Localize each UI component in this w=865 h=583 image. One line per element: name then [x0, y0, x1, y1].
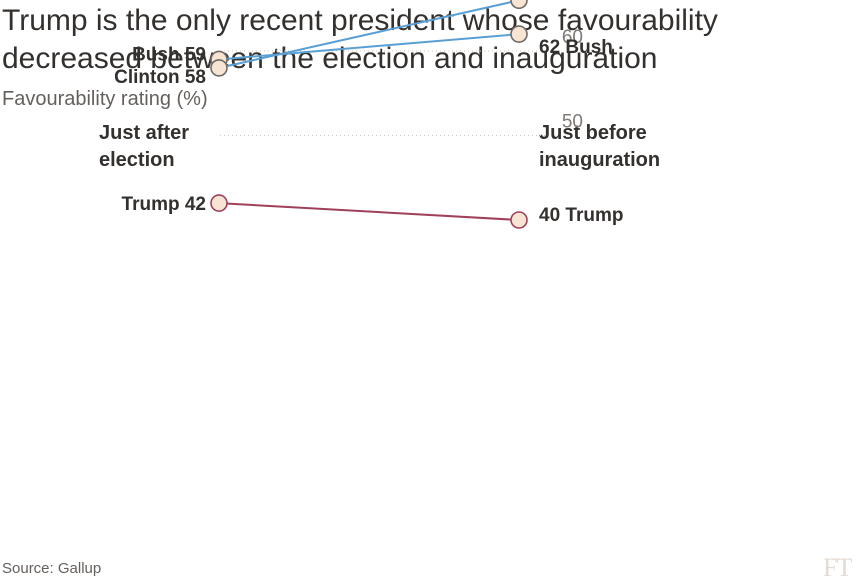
left-label-clinton: Clinton 58 — [114, 67, 206, 88]
left-column-header: Just after election — [99, 120, 189, 174]
right-label-trump: 40 Trump — [539, 205, 623, 226]
y-tick-label-50: 50 — [562, 112, 583, 133]
right-marker-bush — [510, 25, 528, 43]
left-column-header-line-1: Just after — [99, 122, 190, 144]
left-column-header-line-2: election — [99, 149, 175, 171]
left-label-trump: Trump 42 — [122, 194, 206, 215]
slope-line-clinton — [218, 0, 520, 69]
ft-logo: FT — [823, 553, 852, 582]
right-marker-trump — [510, 211, 528, 229]
right-label-bush: 62 Bush — [539, 37, 613, 58]
right-marker-clinton — [510, 0, 528, 10]
right-column-header: Just before inauguration — [539, 120, 660, 174]
left-marker-trump — [210, 194, 228, 212]
source-note: Source: Gallup — [2, 560, 102, 577]
chart-subtitle: Favourability rating (%) — [2, 88, 208, 110]
right-column-header-line-1: Just before — [539, 122, 647, 144]
slope-line-bush — [218, 33, 520, 61]
left-marker-clinton — [210, 59, 228, 77]
slope-line-trump — [218, 202, 520, 221]
right-column-header-line-2: inauguration — [539, 149, 661, 171]
chart-title: Trump is the only recent president whose… — [2, 4, 718, 75]
y-tick-label-60: 60 — [562, 27, 583, 48]
left-label-bush: Bush 59 — [132, 44, 206, 65]
